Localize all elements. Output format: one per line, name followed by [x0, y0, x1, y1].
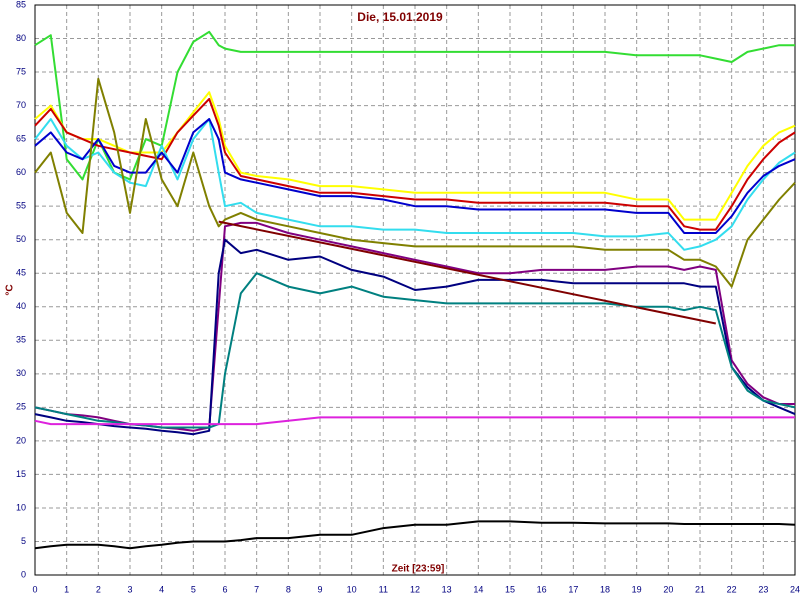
y-axis-label: °C: [5, 284, 16, 295]
y-tick-label: 60: [16, 167, 26, 177]
x-tick-label: 9: [317, 584, 322, 594]
y-tick-label: 5: [21, 536, 26, 546]
series-line: [218, 220, 717, 325]
x-tick-label: 19: [632, 584, 642, 594]
y-tick-label: 10: [16, 502, 26, 512]
x-axis-label: Zeit [23:59]: [392, 564, 445, 575]
x-tick-label: 7: [254, 584, 259, 594]
x-tick-label: 20: [663, 584, 673, 594]
y-tick-label: 80: [16, 33, 26, 43]
x-tick-label: 1: [64, 584, 69, 594]
x-tick-label: 22: [727, 584, 737, 594]
x-tick-label: 15: [505, 584, 515, 594]
series-line: [34, 238, 796, 436]
x-tick-label: 13: [442, 584, 452, 594]
y-tick-label: 70: [16, 100, 26, 110]
y-tick-label: 75: [16, 66, 26, 76]
series-line: [34, 118, 796, 251]
y-tick-label: 50: [16, 234, 26, 244]
x-tick-label: 17: [568, 584, 578, 594]
x-tick-label: 10: [347, 584, 357, 594]
y-tick-label: 55: [16, 201, 26, 211]
x-tick-label: 14: [473, 584, 483, 594]
series-line: [34, 77, 796, 288]
y-tick-label: 0: [21, 569, 26, 579]
x-tick-label: 12: [410, 584, 420, 594]
chart-title: Die, 15.01.2019: [357, 10, 443, 24]
y-tick-label: 40: [16, 301, 26, 311]
series-line: [34, 97, 796, 231]
series-line: [34, 520, 796, 550]
y-tick-label: 65: [16, 133, 26, 143]
x-tick-label: 11: [379, 584, 388, 594]
y-tick-label: 20: [16, 435, 26, 445]
x-tick-label: 8: [286, 584, 291, 594]
x-tick-label: 18: [600, 584, 610, 594]
x-tick-label: 23: [758, 584, 768, 594]
x-tick-label: 21: [695, 584, 705, 594]
y-tick-label: 30: [16, 368, 26, 378]
y-tick-label: 45: [16, 268, 26, 278]
series-line: [34, 118, 796, 234]
x-tick-label: 6: [222, 584, 227, 594]
series-line: [34, 30, 795, 181]
plot-frame: [34, 4, 796, 576]
y-tick-label: 35: [16, 335, 26, 345]
x-tick-label: 3: [127, 584, 132, 594]
y-tick-label: 25: [16, 402, 26, 412]
y-tick-label: 85: [16, 0, 26, 9]
x-tick-label: 5: [191, 584, 196, 594]
series-line: [34, 416, 795, 426]
x-tick-label: 4: [159, 584, 164, 594]
x-tick-label: 16: [537, 584, 547, 594]
x-tick-label: 0: [32, 584, 37, 594]
x-tick-label: 2: [96, 584, 101, 594]
y-tick-label: 15: [16, 469, 26, 479]
x-tick-label: 24: [790, 584, 800, 594]
